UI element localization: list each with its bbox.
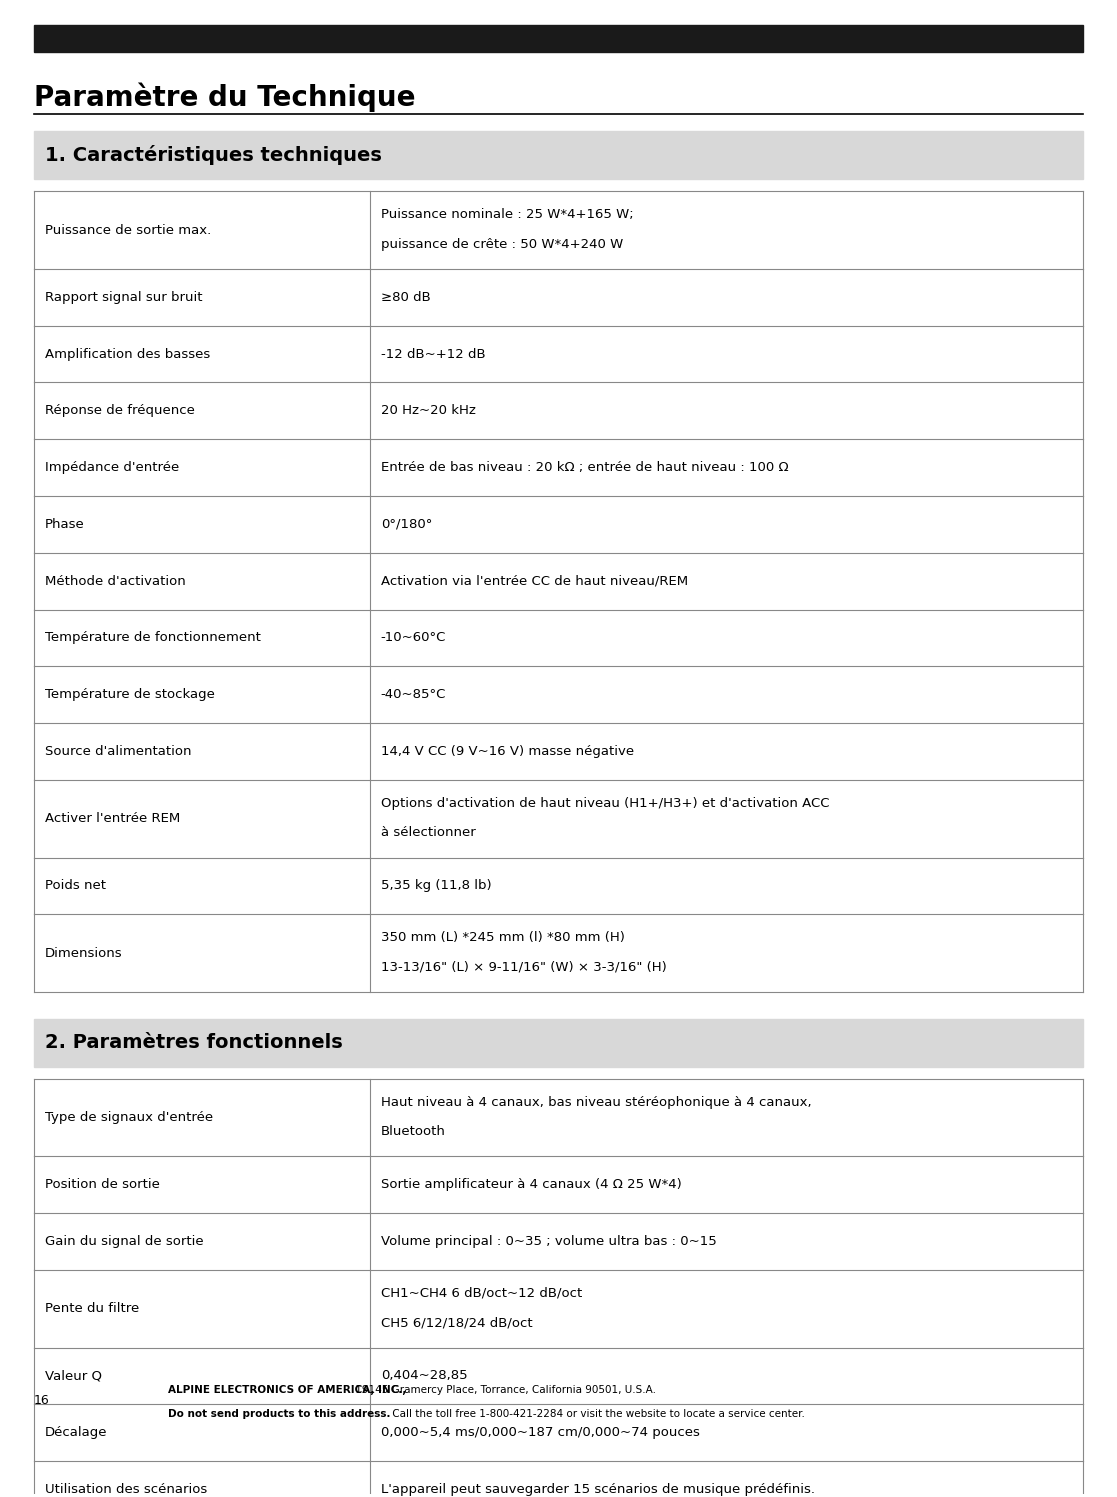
Text: Valeur Q: Valeur Q xyxy=(45,1370,102,1382)
Text: Pente du filtre: Pente du filtre xyxy=(45,1302,139,1316)
Text: Type de signaux d'entrée: Type de signaux d'entrée xyxy=(45,1111,213,1124)
Text: ≥80 dB: ≥80 dB xyxy=(381,290,430,304)
Text: Puissance de sortie max.: Puissance de sortie max. xyxy=(45,223,211,237)
Text: Rapport signal sur bruit: Rapport signal sur bruit xyxy=(45,290,202,304)
Text: Poids net: Poids net xyxy=(45,879,106,892)
Text: Dimensions: Dimensions xyxy=(45,946,122,960)
Text: -40~85°C: -40~85°C xyxy=(381,689,446,701)
Text: Activer l'entrée REM: Activer l'entrée REM xyxy=(45,813,180,825)
Bar xyxy=(34,25,1083,52)
Text: Impédance d'entrée: Impédance d'entrée xyxy=(45,461,179,475)
Text: Call the toll free 1-800-421-2284 or visit the website to locate a service cente: Call the toll free 1-800-421-2284 or vis… xyxy=(389,1409,804,1419)
Text: Options d'activation de haut niveau (H1+/H3+) et d'activation ACC: Options d'activation de haut niveau (H1+… xyxy=(381,796,829,810)
Text: Source d'alimentation: Source d'alimentation xyxy=(45,746,191,757)
Text: Puissance nominale : 25 W*4+165 W;: Puissance nominale : 25 W*4+165 W; xyxy=(381,208,633,222)
Text: Volume principal : 0~35 ; volume ultra bas : 0~15: Volume principal : 0~35 ; volume ultra b… xyxy=(381,1235,716,1248)
Text: Décalage: Décalage xyxy=(45,1427,107,1439)
Text: 0°/180°: 0°/180° xyxy=(381,518,432,531)
Text: -12 dB~+12 dB: -12 dB~+12 dB xyxy=(381,347,485,361)
Text: 350 mm (L) *245 mm (l) *80 mm (H): 350 mm (L) *245 mm (l) *80 mm (H) xyxy=(381,931,624,945)
Text: Paramètre du Technique: Paramètre du Technique xyxy=(34,82,416,112)
Text: L'appareil peut sauvegarder 15 scénarios de musique prédéfinis.: L'appareil peut sauvegarder 15 scénarios… xyxy=(381,1484,814,1496)
Text: CH5 6/12/18/24 dB/oct: CH5 6/12/18/24 dB/oct xyxy=(381,1316,533,1329)
Text: Entrée de bas niveau : 20 kΩ ; entrée de haut niveau : 100 Ω: Entrée de bas niveau : 20 kΩ ; entrée de… xyxy=(381,461,789,475)
Text: 20 Hz~20 kHz: 20 Hz~20 kHz xyxy=(381,404,476,418)
Text: 1. Caractéristiques techniques: 1. Caractéristiques techniques xyxy=(45,145,382,165)
Text: ALPINE ELECTRONICS OF AMERICA, INC.,: ALPINE ELECTRONICS OF AMERICA, INC., xyxy=(168,1385,405,1395)
Text: à sélectionner: à sélectionner xyxy=(381,826,476,840)
Bar xyxy=(34,132,1083,180)
Text: Activation via l'entrée CC de haut niveau/REM: Activation via l'entrée CC de haut nivea… xyxy=(381,575,688,588)
Text: Méthode d'activation: Méthode d'activation xyxy=(45,575,185,588)
Text: -10~60°C: -10~60°C xyxy=(381,632,446,644)
Text: 0,000~5,4 ms/0,000~187 cm/0,000~74 pouces: 0,000~5,4 ms/0,000~187 cm/0,000~74 pouce… xyxy=(381,1427,699,1439)
Text: Haut niveau à 4 canaux, bas niveau stéréophonique à 4 canaux,: Haut niveau à 4 canaux, bas niveau stéré… xyxy=(381,1096,811,1109)
Text: Amplification des basses: Amplification des basses xyxy=(45,347,210,361)
Text: 0,404~28,85: 0,404~28,85 xyxy=(381,1370,467,1382)
Text: Bluetooth: Bluetooth xyxy=(381,1126,446,1138)
Text: 14,4 V CC (9 V~16 V) masse négative: 14,4 V CC (9 V~16 V) masse négative xyxy=(381,746,633,757)
Text: 13-13/16" (L) × 9-11/16" (W) × 3-3/16" (H): 13-13/16" (L) × 9-11/16" (W) × 3-3/16" (… xyxy=(381,961,667,975)
Text: Sortie amplificateur à 4 canaux (4 Ω 25 W*4): Sortie amplificateur à 4 canaux (4 Ω 25 … xyxy=(381,1178,681,1192)
Text: Position de sortie: Position de sortie xyxy=(45,1178,160,1192)
Text: 16: 16 xyxy=(34,1394,49,1407)
Text: 5,35 kg (11,8 lb): 5,35 kg (11,8 lb) xyxy=(381,879,491,892)
Text: puissance de crête : 50 W*4+240 W: puissance de crête : 50 W*4+240 W xyxy=(381,238,623,251)
Text: Phase: Phase xyxy=(45,518,85,531)
Text: 19145 Gramercy Place, Torrance, California 90501, U.S.A.: 19145 Gramercy Place, Torrance, Californ… xyxy=(352,1385,656,1395)
Text: Gain du signal de sortie: Gain du signal de sortie xyxy=(45,1235,203,1248)
Text: 2. Paramètres fonctionnels: 2. Paramètres fonctionnels xyxy=(45,1033,343,1052)
Text: CH1~CH4 6 dB/oct~12 dB/oct: CH1~CH4 6 dB/oct~12 dB/oct xyxy=(381,1287,582,1299)
Bar xyxy=(34,1019,1083,1067)
Text: Utilisation des scénarios: Utilisation des scénarios xyxy=(45,1484,207,1496)
Text: Température de stockage: Température de stockage xyxy=(45,689,214,701)
Text: Réponse de fréquence: Réponse de fréquence xyxy=(45,404,194,418)
Text: Do not send products to this address.: Do not send products to this address. xyxy=(168,1409,390,1419)
Text: Température de fonctionnement: Température de fonctionnement xyxy=(45,632,260,644)
